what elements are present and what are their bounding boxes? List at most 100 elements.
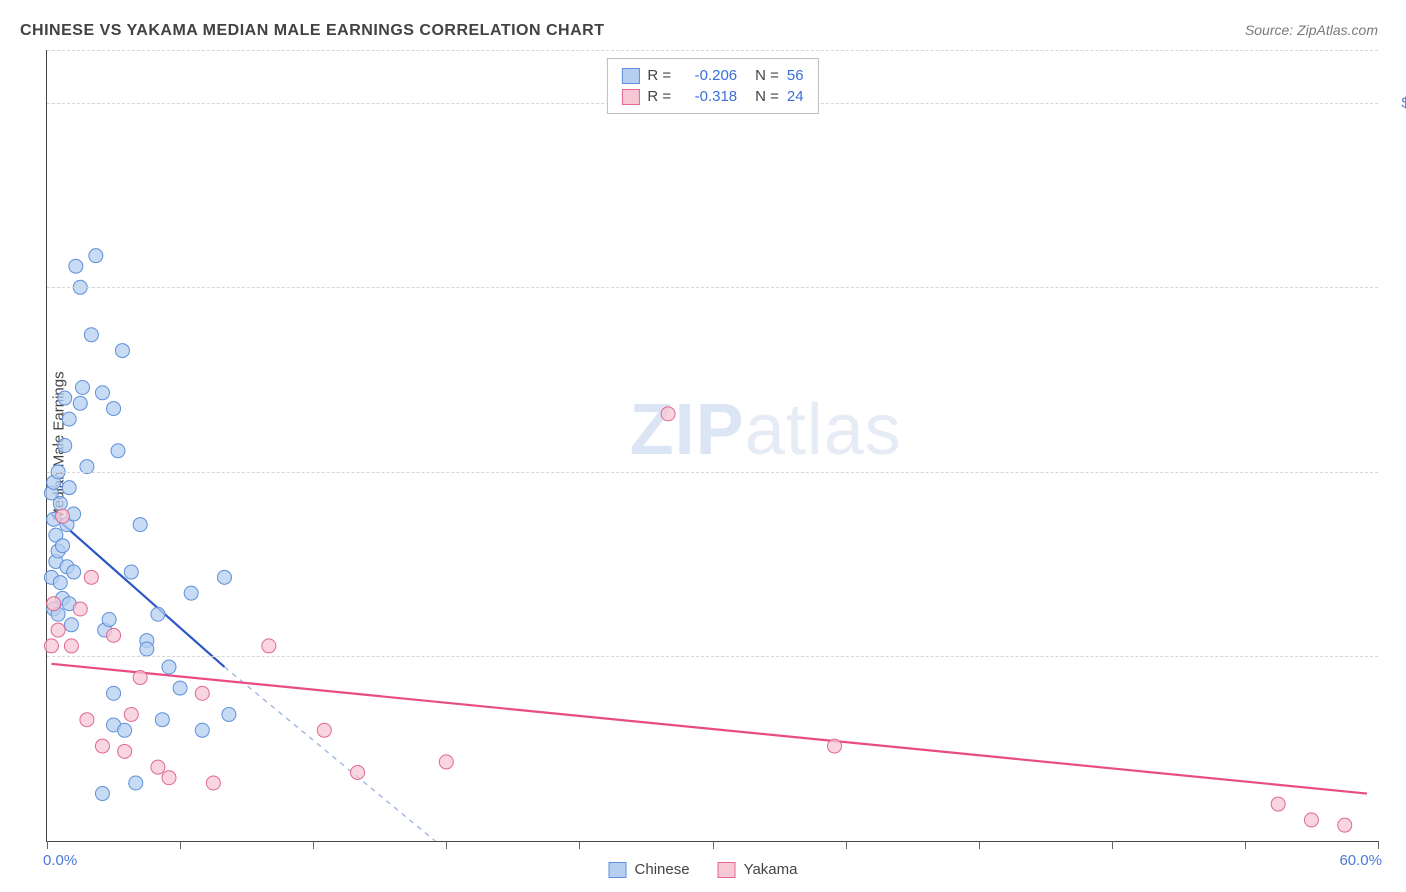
data-point <box>195 723 209 737</box>
data-point <box>206 776 220 790</box>
xtick <box>1112 841 1113 849</box>
data-point <box>64 639 78 653</box>
data-point <box>107 686 121 700</box>
chart-svg <box>47 50 1378 841</box>
swatch-yakama <box>621 89 639 105</box>
data-point <box>62 412 76 426</box>
legend-item-chinese: Chinese <box>609 861 690 878</box>
data-point <box>1338 818 1352 832</box>
n-value-chinese: 56 <box>787 67 804 84</box>
data-point <box>44 639 58 653</box>
data-point <box>317 723 331 737</box>
xtick <box>1378 841 1379 849</box>
chart-title: CHINESE VS YAKAMA MEDIAN MALE EARNINGS C… <box>20 22 604 40</box>
data-point <box>95 386 109 400</box>
r-value-yakama: -0.318 <box>679 88 737 105</box>
r-value-chinese: -0.206 <box>679 67 737 84</box>
data-point <box>155 713 169 727</box>
data-point <box>151 607 165 621</box>
xtick <box>579 841 580 849</box>
data-point <box>84 570 98 584</box>
data-point <box>73 602 87 616</box>
data-point <box>661 407 675 421</box>
data-point <box>133 518 147 532</box>
data-point <box>1304 813 1318 827</box>
legend-swatch-chinese <box>609 862 627 878</box>
data-point <box>67 565 81 579</box>
data-point <box>58 391 72 405</box>
legend-item-yakama: Yakama <box>718 861 798 878</box>
data-point <box>58 439 72 453</box>
data-point <box>56 539 70 553</box>
data-point <box>89 249 103 263</box>
xtick <box>846 841 847 849</box>
chart-container: CHINESE VS YAKAMA MEDIAN MALE EARNINGS C… <box>0 0 1406 892</box>
legend-label-yakama: Yakama <box>744 861 798 878</box>
data-point <box>53 497 67 511</box>
swatch-chinese <box>621 68 639 84</box>
gridline <box>47 472 1378 473</box>
regression-line <box>51 664 1366 794</box>
data-point <box>828 739 842 753</box>
data-point <box>95 739 109 753</box>
data-point <box>173 681 187 695</box>
ytick-label: $47,500 <box>1384 648 1406 665</box>
xtick <box>1245 841 1246 849</box>
data-point <box>140 642 154 656</box>
xtick-label-max: 60.0% <box>1339 852 1382 869</box>
data-point <box>151 760 165 774</box>
data-point <box>75 380 89 394</box>
n-label: N = <box>755 88 779 105</box>
data-point <box>102 613 116 627</box>
gridline <box>47 50 1378 51</box>
regression-line-dash <box>224 667 435 841</box>
xtick <box>313 841 314 849</box>
data-point <box>84 328 98 342</box>
gridline <box>47 656 1378 657</box>
data-point <box>80 713 94 727</box>
n-label: N = <box>755 67 779 84</box>
data-point <box>107 402 121 416</box>
data-point <box>262 639 276 653</box>
legend-row-yakama: R = -0.318 N = 24 <box>621 86 803 107</box>
data-point <box>439 755 453 769</box>
data-point <box>124 565 138 579</box>
data-point <box>73 396 87 410</box>
plot-area: Median Male Earnings ZIPatlas $47,500$65… <box>46 50 1378 842</box>
legend-swatch-yakama <box>718 862 736 878</box>
xtick <box>446 841 447 849</box>
ytick-label: $82,500 <box>1384 279 1406 296</box>
data-point <box>111 444 125 458</box>
data-point <box>124 707 138 721</box>
data-point <box>56 509 70 523</box>
r-label: R = <box>647 67 671 84</box>
data-point <box>195 686 209 700</box>
r-label: R = <box>647 88 671 105</box>
data-point <box>64 618 78 632</box>
data-point <box>118 744 132 758</box>
data-point <box>129 776 143 790</box>
data-point <box>217 570 231 584</box>
data-point <box>107 628 121 642</box>
data-point <box>118 723 132 737</box>
data-point <box>162 771 176 785</box>
data-point <box>351 765 365 779</box>
legend-row-chinese: R = -0.206 N = 56 <box>621 65 803 86</box>
data-point <box>115 344 129 358</box>
ytick-label: $65,000 <box>1384 463 1406 480</box>
data-point <box>184 586 198 600</box>
xtick <box>979 841 980 849</box>
n-value-yakama: 24 <box>787 88 804 105</box>
data-point <box>51 623 65 637</box>
data-point <box>162 660 176 674</box>
xtick <box>713 841 714 849</box>
data-point <box>47 597 61 611</box>
data-point <box>69 259 83 273</box>
data-point <box>1271 797 1285 811</box>
ytick-label: $100,000 <box>1384 94 1406 111</box>
source-attribution: Source: ZipAtlas.com <box>1245 22 1378 38</box>
data-point <box>62 481 76 495</box>
legend-label-chinese: Chinese <box>635 861 690 878</box>
correlation-legend: R = -0.206 N = 56 R = -0.318 N = 24 <box>606 58 818 114</box>
data-point <box>133 671 147 685</box>
